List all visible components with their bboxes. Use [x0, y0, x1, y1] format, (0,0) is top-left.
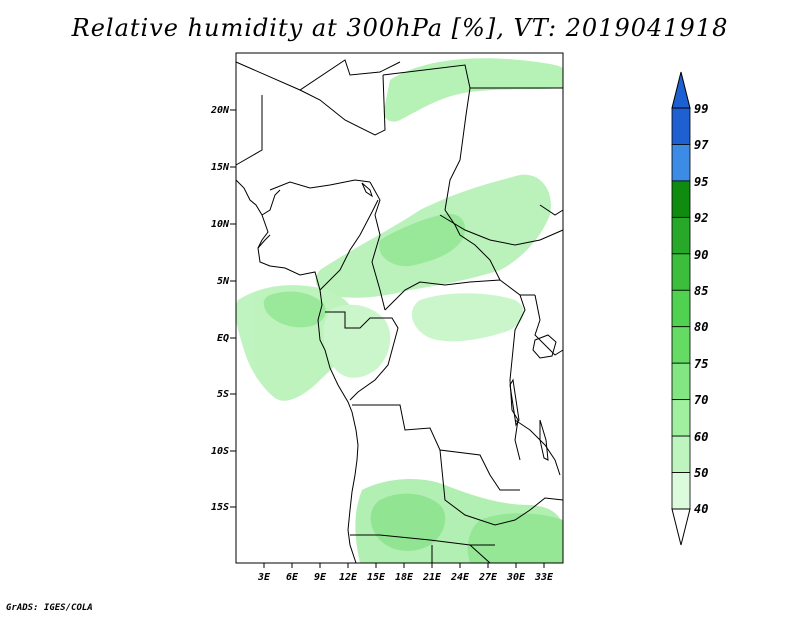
lake-tanganyika: [509, 378, 520, 427]
lon-axis: [263, 563, 545, 568]
colorbar-bottom-arrow: [671, 508, 691, 546]
map-title: Relative humidity at 300hPa [%], VT: 201…: [71, 14, 729, 42]
colorbar-label: 50: [694, 466, 708, 480]
colorbar-label: 99: [694, 102, 708, 116]
lat-tick-label: 5S: [217, 389, 229, 400]
border-gabon-congo: [325, 311, 399, 401]
border-car-drc: [384, 279, 535, 311]
colorbar-segment: [671, 472, 691, 510]
map-frame: [235, 52, 564, 564]
colorbar-label: 40: [694, 502, 708, 516]
colorbar-segment: [671, 399, 691, 437]
colorbar-segment: [671, 180, 691, 218]
lon-tick-label: 6E: [286, 572, 299, 583]
border-mauritania-mali: [235, 59, 401, 91]
colorbar-label: 90: [694, 248, 708, 262]
border-mali-niger: [235, 95, 263, 166]
colorbar-segments: [671, 107, 691, 510]
colorbar-segment: [671, 326, 691, 364]
colorbar: 99 97 95 92 90 85 80 75 70 60 50 40: [671, 71, 709, 546]
border-ethiopia: [539, 204, 564, 216]
border-angola-namibia: [350, 534, 495, 546]
colorbar-label: 60: [694, 430, 708, 444]
border-drc-angola: [352, 404, 520, 491]
colorbar-segment: [671, 216, 691, 255]
colorbar-label: 95: [694, 175, 708, 189]
colorbar-segment: [671, 253, 691, 291]
lat-tick-label: 15S: [211, 502, 229, 513]
grads-credit: GrADS: IGES/COLA: [6, 603, 93, 613]
humidity-area-south-core: [370, 493, 446, 551]
lon-tick-label: 27E: [478, 572, 498, 583]
lat-tick-label: 15N: [211, 162, 230, 173]
border-sudan-ssudan: [439, 214, 564, 246]
colorbar-label: 80: [694, 320, 708, 334]
colorbar-segment: [671, 107, 691, 145]
lat-tick-label: 10N: [211, 219, 230, 230]
lake-malawi: [539, 419, 549, 461]
humidity-area-congo: [323, 304, 391, 378]
colorbar-labels: 99 97 95 92 90 85 80 75 70 60 50 40: [694, 102, 709, 516]
lat-axis: [230, 109, 236, 508]
border-cameroon: [319, 199, 379, 291]
colorbar-label: 70: [694, 393, 708, 407]
humidity-area-north: [383, 58, 563, 122]
lon-tick-label: 15E: [367, 572, 386, 583]
colorbar-label: 75: [694, 357, 708, 371]
colorbar-segment: [671, 289, 691, 328]
coastline-west: [235, 179, 359, 564]
lon-tick-label: 18E: [395, 572, 414, 583]
humidity-area-southeast: [467, 513, 563, 563]
lon-tick-label: 12E: [339, 572, 358, 583]
border-west-coast-states: [257, 189, 281, 249]
border-chad-car: [369, 181, 386, 311]
lat-tick-label: 10S: [211, 446, 229, 457]
lake-chad: [361, 182, 373, 198]
humidity-area-gulf-core: [263, 291, 326, 328]
colorbar-segment: [671, 362, 691, 401]
colorbar-label: 92: [694, 211, 708, 225]
colorbar-top-arrow: [671, 71, 691, 109]
humidity-band-core: [379, 213, 466, 267]
lon-tick-label: 33E: [534, 572, 554, 583]
lon-tick-label: 9E: [314, 572, 327, 583]
lon-tick-label: 3E: [257, 572, 271, 583]
border-niger-nigeria: [269, 179, 371, 191]
humidity-area-gulf: [235, 285, 356, 401]
border-uganda-kenya: [534, 294, 564, 356]
lon-labels: 3E 6E 9E 12E 15E 18E 21E 24E 27E 30E 33E: [257, 572, 554, 583]
border-chad-sudan: [382, 64, 501, 281]
humidity-shading: [235, 58, 563, 563]
colorbar-segment: [671, 144, 691, 182]
border-botswana: [431, 544, 491, 564]
colorbar-label: 85: [694, 284, 708, 298]
lon-tick-label: 30E: [506, 572, 526, 583]
lat-tick-label: EQ: [217, 333, 229, 344]
humidity-area-east: [411, 293, 524, 342]
lakes: [361, 182, 557, 461]
border-zambia: [439, 449, 564, 526]
country-borders: [235, 59, 564, 564]
lat-labels: 20N 15N 10N 5N EQ 5S 10S 15S: [210, 105, 230, 513]
lon-tick-label: 24E: [450, 572, 470, 583]
border-tanzania: [514, 419, 561, 476]
colorbar-label: 97: [694, 138, 709, 152]
lat-tick-label: 20N: [210, 105, 230, 116]
lat-tick-label: 5N: [217, 276, 230, 287]
colorbar-segment: [671, 435, 691, 473]
lake-victoria: [532, 334, 557, 359]
border-niger-chad: [299, 74, 386, 136]
border-east-drc: [509, 294, 526, 461]
lon-tick-label: 21E: [422, 572, 442, 583]
